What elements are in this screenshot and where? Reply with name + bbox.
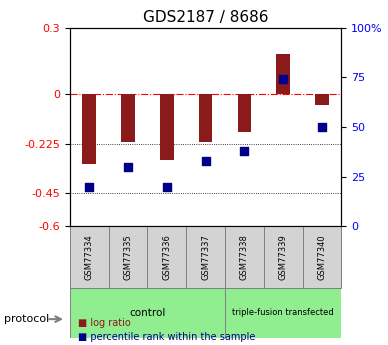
Bar: [199, 94, 212, 142]
FancyBboxPatch shape: [264, 226, 303, 288]
Text: GSM77340: GSM77340: [317, 234, 327, 280]
Point: [203, 158, 209, 164]
FancyBboxPatch shape: [186, 226, 225, 288]
Text: protocol: protocol: [4, 314, 49, 324]
Text: GSM77334: GSM77334: [85, 234, 94, 280]
FancyBboxPatch shape: [225, 226, 264, 288]
FancyBboxPatch shape: [303, 226, 341, 288]
Text: GSM77335: GSM77335: [123, 234, 133, 280]
FancyBboxPatch shape: [147, 226, 186, 288]
FancyBboxPatch shape: [225, 288, 341, 338]
Text: ■ percentile rank within the sample: ■ percentile rank within the sample: [78, 332, 255, 342]
Point: [125, 164, 131, 169]
Bar: [237, 94, 251, 132]
Text: GSM77337: GSM77337: [201, 234, 210, 280]
Bar: [121, 94, 135, 142]
Text: GSM77339: GSM77339: [279, 234, 288, 280]
Point: [241, 148, 248, 154]
FancyBboxPatch shape: [70, 226, 109, 288]
Point: [164, 184, 170, 189]
Point: [280, 77, 286, 82]
Bar: [160, 94, 173, 160]
FancyBboxPatch shape: [109, 226, 147, 288]
Title: GDS2187 / 8686: GDS2187 / 8686: [143, 10, 268, 25]
Text: ■ log ratio: ■ log ratio: [78, 318, 130, 328]
Text: control: control: [129, 308, 166, 318]
FancyBboxPatch shape: [70, 288, 225, 338]
Bar: [82, 94, 96, 165]
Point: [319, 124, 325, 130]
Point: [86, 184, 92, 189]
Text: GSM77338: GSM77338: [240, 234, 249, 280]
Text: triple-fusion transfected: triple-fusion transfected: [232, 308, 334, 317]
Bar: [315, 94, 329, 105]
Text: GSM77336: GSM77336: [162, 234, 171, 280]
Bar: [276, 54, 290, 94]
